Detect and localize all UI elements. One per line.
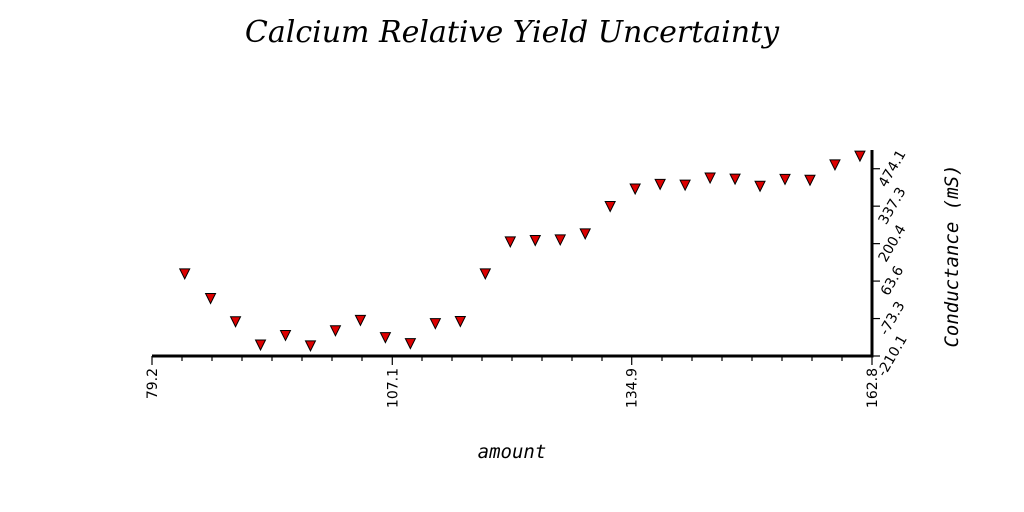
data-point — [654, 178, 666, 191]
data-point — [554, 234, 567, 247]
data-point — [854, 150, 866, 163]
data-point — [254, 339, 267, 352]
data-point — [429, 318, 442, 330]
x-tick-label: 107.1 — [385, 368, 401, 408]
plot-area: 79.2 107.1 134.9 162.8-210.1-73.363.6200.43… — [145, 147, 911, 408]
data-point — [579, 228, 592, 241]
data-point — [304, 340, 317, 352]
data-point — [804, 174, 816, 187]
y-tick-label: -73.3 — [877, 299, 909, 338]
x-tick-label: 134.9 — [625, 368, 641, 408]
data-point — [629, 183, 641, 196]
data-point — [604, 201, 616, 213]
data-point — [454, 315, 467, 328]
chart-title: Calcium Relative Yield Uncertainty — [245, 15, 780, 50]
data-point — [404, 338, 417, 350]
y-tick-label: 63.6 — [878, 264, 907, 299]
x-tick-label: 162.8 — [865, 368, 881, 408]
data-point — [479, 268, 492, 280]
y-tick-label: 337.3 — [876, 185, 910, 228]
data-point — [729, 173, 741, 186]
data-point — [329, 325, 342, 337]
data-point — [704, 172, 716, 185]
data-point — [529, 234, 542, 247]
axis-ticks: 79.2 107.1 134.9 162.8-210.1-73.363.6200.43… — [145, 147, 911, 408]
data-point — [204, 292, 217, 305]
y-axis-label: Conductance (mS) — [941, 164, 963, 347]
data-point — [754, 180, 766, 193]
x-axis-label: amount — [478, 441, 547, 463]
data-point — [779, 173, 791, 186]
data-point — [379, 332, 392, 344]
data-points — [178, 150, 866, 352]
y-tick-label: 200.4 — [876, 222, 910, 265]
data-point — [829, 159, 841, 172]
y-tick-label: 474.1 — [876, 147, 910, 190]
data-point — [229, 316, 242, 328]
x-tick-label: 79.2 — [145, 368, 161, 399]
data-point — [354, 314, 367, 327]
data-point — [279, 329, 292, 342]
data-point — [504, 236, 517, 248]
data-point — [178, 268, 191, 280]
data-point — [679, 179, 691, 192]
